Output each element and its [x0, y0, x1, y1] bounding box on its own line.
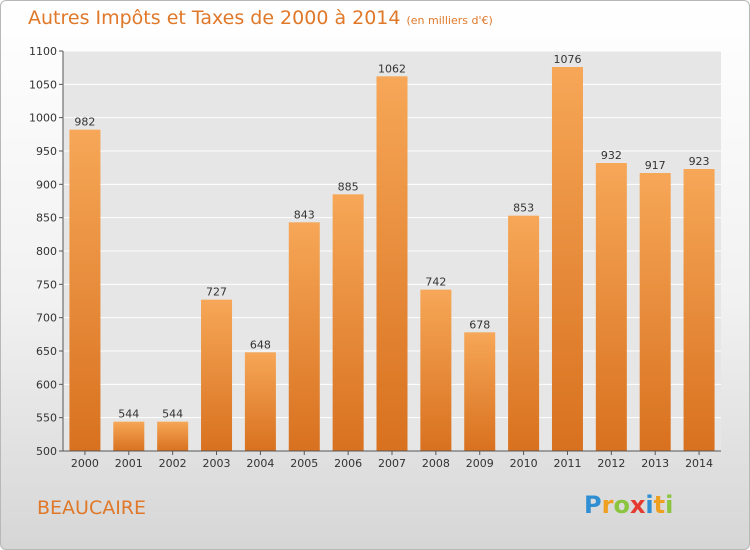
data-label-2002: 544 — [162, 408, 183, 421]
data-label-2012: 932 — [601, 149, 622, 162]
bar-2003 — [201, 299, 233, 451]
logo-letter: x — [629, 491, 646, 519]
x-tick-label-2008: 2008 — [422, 457, 450, 470]
bar-2004 — [244, 352, 276, 451]
x-tick-label-2005: 2005 — [290, 457, 318, 470]
y-tick-label: 650 — [36, 345, 57, 358]
y-tick-label: 750 — [36, 278, 57, 291]
data-label-2004: 648 — [250, 338, 271, 351]
x-tick-label-2014: 2014 — [685, 457, 713, 470]
data-label-2009: 678 — [469, 318, 490, 331]
logo-letter: o — [613, 491, 630, 519]
chart-subtitle: (en milliers d'€) — [406, 14, 493, 27]
bar-2010 — [508, 215, 540, 451]
y-tick-label: 700 — [36, 312, 57, 325]
bar-2002 — [157, 421, 189, 451]
x-axis: 2000 2001 2002 2003 2004 2005 2006 2007 2008 2009… — [71, 451, 713, 470]
data-labels: 982 544 544 727 648 843 885 1062 742 678 853 1076 93… — [74, 53, 709, 421]
y-axis: 500 550 600 650 700 750 800 850 900 950 1000 1050 11… — [29, 45, 63, 458]
y-tick-label: 1050 — [29, 78, 57, 91]
data-label-2014: 923 — [689, 155, 710, 168]
bar-2005 — [288, 222, 320, 451]
data-label-2005: 843 — [294, 208, 315, 221]
y-tick-label: 1100 — [29, 45, 57, 58]
y-tick-label: 950 — [36, 145, 57, 158]
y-tick-label: 900 — [36, 178, 57, 191]
y-tick-label: 850 — [36, 212, 57, 225]
bar-2012 — [595, 163, 627, 451]
chart-title: Autres Impôts et Taxes de 2000 à 2014 (en… — [28, 7, 493, 29]
x-tick-label-2009: 2009 — [466, 457, 494, 470]
x-tick-label-2004: 2004 — [246, 457, 274, 470]
data-label-2010: 853 — [513, 202, 534, 215]
bar-2008 — [420, 289, 452, 451]
x-tick-label-2001: 2001 — [115, 457, 143, 470]
x-tick-label-2013: 2013 — [641, 457, 669, 470]
chart-title-text: Autres Impôts et Taxes de 2000 à 2014 — [28, 7, 401, 29]
bar-2011 — [551, 67, 583, 451]
y-tick-label: 1000 — [29, 112, 57, 125]
data-label-2001: 544 — [118, 408, 139, 421]
y-tick-label: 500 — [36, 445, 57, 458]
y-tick-label: 600 — [36, 378, 57, 391]
bar-2006 — [332, 194, 364, 452]
data-label-2000: 982 — [74, 116, 95, 129]
bar-2000 — [69, 129, 101, 451]
x-tick-label-2003: 2003 — [203, 457, 231, 470]
bar-2007 — [376, 76, 408, 451]
x-tick-label-2012: 2012 — [597, 457, 625, 470]
city-name: BEAUCAIRE — [37, 497, 147, 519]
data-label-2011: 1076 — [553, 53, 581, 66]
data-label-2006: 885 — [338, 180, 359, 193]
logo-letter: t — [653, 491, 666, 519]
logo-letter: i — [645, 491, 654, 519]
x-tick-label-2002: 2002 — [159, 457, 187, 470]
bar-2013 — [639, 173, 671, 451]
x-tick-label-2000: 2000 — [71, 457, 99, 470]
y-tick-label: 550 — [36, 412, 57, 425]
x-tick-label-2011: 2011 — [553, 457, 581, 470]
logo-letter: i — [665, 491, 674, 519]
x-tick-label-2010: 2010 — [510, 457, 538, 470]
proxiti-logo[interactable]: Proxiti — [584, 491, 673, 519]
data-label-2007: 1062 — [378, 62, 406, 75]
x-tick-label-2007: 2007 — [378, 457, 406, 470]
bar-2014 — [683, 169, 715, 451]
logo-letter: P — [584, 491, 602, 519]
data-label-2003: 727 — [206, 286, 227, 299]
data-label-2008: 742 — [425, 276, 446, 289]
bar-2009 — [464, 332, 496, 451]
x-tick-label-2006: 2006 — [334, 457, 362, 470]
y-tick-label: 800 — [36, 245, 57, 258]
data-label-2013: 917 — [645, 159, 666, 172]
bar-2001 — [113, 421, 145, 451]
bars — [69, 67, 715, 452]
logo-letter: r — [601, 491, 614, 519]
